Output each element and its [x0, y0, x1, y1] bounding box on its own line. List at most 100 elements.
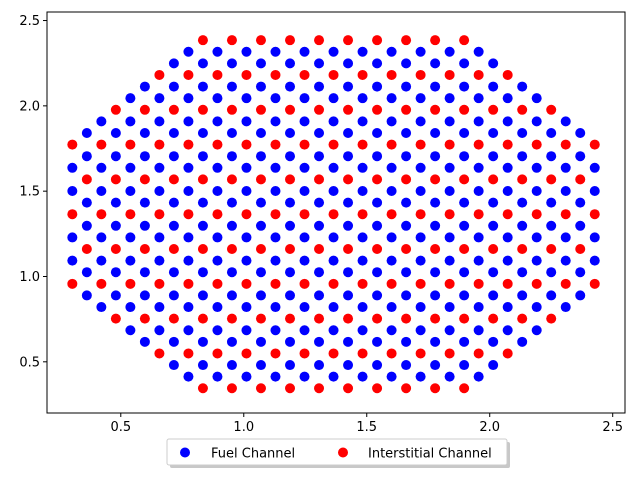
fuel-channel-point: [96, 232, 107, 243]
fuel-channel-point: [285, 151, 296, 162]
fuel-channel-point: [67, 162, 78, 173]
fuel-channel-point: [285, 197, 296, 208]
fuel-channel-point: [575, 127, 586, 138]
interstitial-channel-point: [110, 104, 121, 115]
fuel-channel-point: [314, 290, 325, 301]
fuel-channel-point: [531, 232, 542, 243]
legend-marker-fuel-channel: [180, 447, 190, 458]
fuel-channel-point: [560, 255, 571, 266]
fuel-channel-point: [81, 290, 92, 301]
fuel-channel-point: [372, 220, 383, 231]
fuel-channel-point: [183, 302, 194, 313]
fuel-channel-point: [255, 220, 266, 231]
fuel-channel-point: [314, 127, 325, 138]
fuel-channel-point: [328, 93, 339, 104]
fuel-channel-point: [299, 255, 310, 266]
fuel-channel-point: [328, 162, 339, 173]
fuel-channel-point: [285, 127, 296, 138]
interstitial-channel-point: [415, 348, 426, 359]
fuel-channel-point: [270, 302, 281, 313]
fuel-channel-point: [401, 58, 412, 69]
fuel-channel-point: [270, 186, 281, 196]
interstitial-channel-point: [531, 278, 542, 289]
fuel-channel-point: [473, 232, 484, 243]
fuel-channel-point: [372, 267, 383, 278]
fuel-channel-point: [473, 371, 484, 382]
fuel-channel-point: [270, 325, 281, 336]
interstitial-channel-point: [459, 383, 470, 394]
interstitial-channel-point: [125, 139, 136, 150]
interstitial-channel-point: [430, 244, 441, 255]
fuel-channel-point: [154, 302, 165, 313]
fuel-channel-point: [401, 81, 412, 92]
fuel-channel-point: [415, 186, 426, 196]
fuel-channel-point: [575, 290, 586, 301]
fuel-channel-point: [183, 371, 194, 382]
fuel-channel-point: [357, 93, 368, 104]
fuel-channel-point: [343, 81, 354, 92]
interstitial-channel-point: [241, 348, 252, 359]
y-axis: 0.5 1.0 1.5 2.0 2.5: [19, 14, 47, 370]
fuel-channel-point: [168, 197, 179, 208]
legend-label-fuel-channel: Fuel Channel: [211, 447, 295, 462]
interstitial-channel-point: [197, 174, 208, 185]
fuel-channel-point: [212, 116, 223, 127]
fuel-channel-point: [444, 371, 455, 382]
fuel-channel-point: [314, 151, 325, 162]
fuel-channel-point: [270, 46, 281, 57]
fuel-channel-point: [197, 360, 208, 371]
fuel-channel-point: [328, 232, 339, 243]
interstitial-channel-point: [226, 104, 237, 115]
fuel-channel-point: [459, 127, 470, 138]
fuel-channel-point: [517, 336, 528, 347]
fuel-channel-point: [531, 116, 542, 127]
fuel-channel-point: [473, 162, 484, 173]
interstitial-channel-point: [546, 174, 557, 185]
fuel-channel-point: [96, 162, 107, 173]
fuel-channel-point: [560, 186, 571, 196]
legend-box: [166, 438, 508, 466]
fuel-channel-point: [125, 162, 136, 173]
interstitial-channel-point: [546, 313, 557, 324]
fuel-channel-point: [328, 46, 339, 57]
fuel-channel-point: [96, 255, 107, 266]
fuel-channel-point: [81, 127, 92, 138]
fuel-channel-point: [125, 325, 136, 336]
fuel-channel-point: [531, 302, 542, 313]
fuel-channel-point: [459, 151, 470, 162]
fuel-channel-point: [401, 336, 412, 347]
fuel-channel-point: [67, 186, 78, 196]
interstitial-channel-point: [343, 383, 354, 394]
fuel-channel-point: [212, 302, 223, 313]
fuel-channel-point: [415, 232, 426, 243]
interstitial-channel-point: [589, 139, 600, 150]
interstitial-channel-point: [401, 35, 412, 46]
legend-label-interstitial-channel: Interstitial Channel: [368, 447, 492, 462]
y-tick-label: 0.5: [19, 355, 40, 370]
fuel-channel-point: [401, 151, 412, 162]
fuel-channel-point: [139, 197, 150, 208]
fuel-channel-point: [183, 162, 194, 173]
interstitial-channel-point: [154, 348, 165, 359]
interstitial-channel-point: [183, 69, 194, 80]
fuel-channel-point: [328, 255, 339, 266]
interstitial-channel-point: [285, 244, 296, 255]
fuel-channel-point: [430, 267, 441, 278]
fuel-channel-point: [314, 58, 325, 69]
fuel-channel-point: [314, 267, 325, 278]
interstitial-channel-point: [473, 139, 484, 150]
x-tick-label: 1.0: [233, 420, 254, 435]
interstitial-channel-point: [139, 104, 150, 115]
fuel-channel-point: [212, 162, 223, 173]
interstitial-channel-point: [560, 209, 571, 220]
interstitial-channel-point: [357, 348, 368, 359]
fuel-channel-point: [517, 220, 528, 231]
interstitial-channel-point: [154, 278, 165, 289]
fuel-channel-point: [212, 186, 223, 196]
fuel-channel-point: [343, 127, 354, 138]
fuel-channel-point: [255, 267, 266, 278]
interstitial-channel-point: [197, 383, 208, 394]
interstitial-channel-point: [110, 244, 121, 255]
fuel-channel-point: [430, 151, 441, 162]
